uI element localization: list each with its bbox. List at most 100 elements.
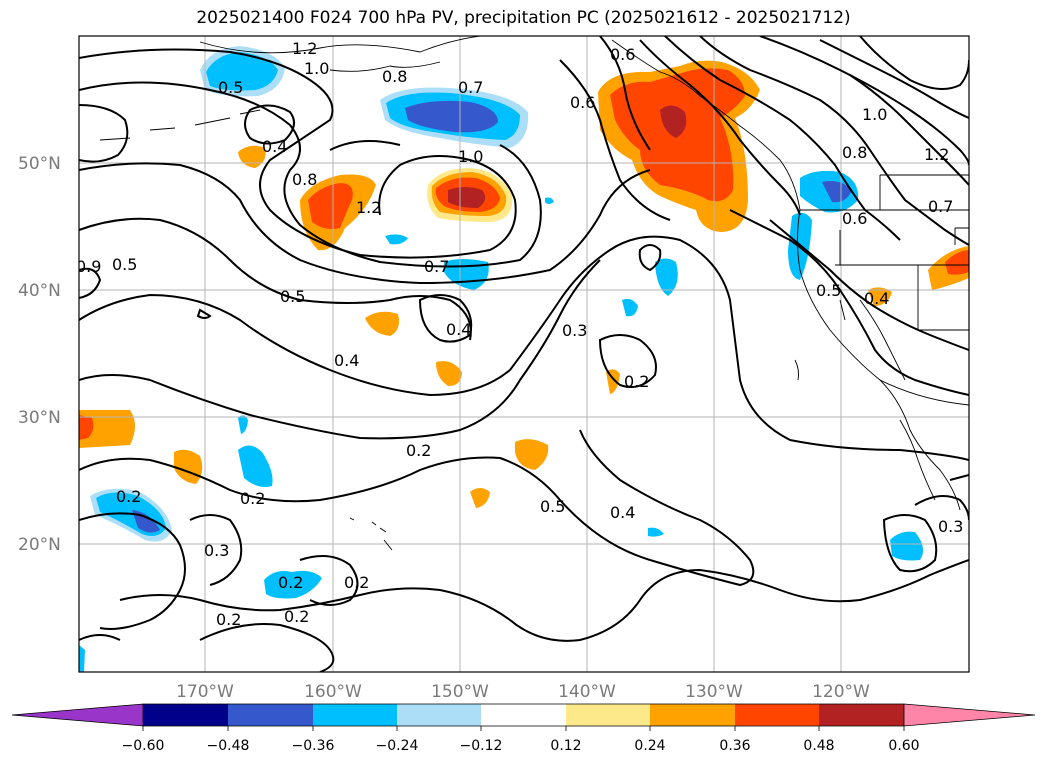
- colorbar-tick-label: 0.12: [550, 738, 581, 754]
- contour-label: 1.2: [292, 39, 317, 58]
- colorbar-tick-labels: −0.60 −0.48 −0.36 −0.24 −0.12 0.12 0.24 …: [122, 738, 920, 754]
- contour-label: 0.2: [116, 487, 141, 506]
- colorbar-extend-max: [903, 703, 1036, 727]
- contour-label: 0.5: [540, 497, 565, 516]
- precip-negative-blob: [264, 570, 322, 599]
- colorbar: −0.60 −0.48 −0.36 −0.24 −0.12 0.12 0.24 …: [11, 703, 1036, 754]
- contour-label: 0.8: [382, 67, 407, 86]
- contour-label: 0.2: [624, 372, 649, 391]
- lon-label: 140°W: [558, 682, 616, 702]
- precip-negative-blob: [648, 527, 664, 537]
- precip-negative-blob: [206, 52, 278, 91]
- map-frame: [78, 35, 970, 673]
- contour-label: 0.7: [928, 197, 953, 216]
- precip-max-blob: [660, 105, 687, 138]
- precip-negative-blob: [822, 181, 852, 203]
- precip-negative-blob: [622, 298, 638, 317]
- lon-label: 130°W: [685, 682, 743, 702]
- precip-negative-blob: [238, 445, 273, 487]
- contour-label: 0.2: [344, 573, 369, 592]
- colorbar-swatch: [313, 704, 397, 726]
- contour-label: 0.3: [562, 321, 587, 340]
- graticule: [79, 36, 969, 672]
- contour-label: 0.9: [76, 257, 101, 276]
- colorbar-swatch: [228, 704, 313, 726]
- contour-label: 0.5: [816, 281, 841, 300]
- precip-negative-blob: [238, 415, 248, 434]
- colorbar-ticks: [142, 726, 905, 731]
- lat-label: 30°N: [18, 408, 61, 428]
- lat-label: 50°N: [18, 154, 61, 174]
- precip-positive-blob: [174, 449, 203, 484]
- contour-label: 0.2: [240, 489, 265, 508]
- map-panel: 1.2 1.0 0.8 0.5 0.7 0.6 0.4 0.8 1.0 1.2 …: [76, 36, 969, 672]
- precip-positive-blob: [436, 361, 462, 386]
- colorbar-tick-label: 0.60: [888, 738, 919, 754]
- precip-shading: [79, 46, 969, 672]
- contour-label: 0.8: [292, 170, 317, 189]
- colorbar-tick-label: −0.12: [460, 738, 503, 754]
- precip-negative-blob: [444, 259, 489, 290]
- colorbar-tick-label: 0.48: [803, 738, 834, 754]
- contour-label: 1.2: [924, 145, 949, 164]
- contour-label: 0.4: [864, 289, 889, 308]
- contour-label: 0.5: [112, 255, 137, 274]
- lat-label: 20°N: [18, 535, 61, 555]
- colorbar-tick-label: −0.36: [292, 738, 335, 754]
- precip-strong-blob: [308, 183, 353, 230]
- lon-label: 120°W: [812, 682, 870, 702]
- contour-label: 0.2: [278, 573, 303, 592]
- contour-label: 0.6: [610, 45, 635, 64]
- contour-label: 0.4: [610, 503, 635, 522]
- precip-negative-blob: [79, 645, 85, 672]
- precip-positive-blob: [868, 287, 892, 306]
- colorbar-extend-min: [11, 703, 144, 727]
- contour-labels: 1.2 1.0 0.8 0.5 0.7 0.6 0.4 0.8 1.0 1.2 …: [76, 39, 963, 629]
- contour-label: 1.0: [862, 105, 887, 124]
- lon-label: 150°W: [431, 682, 489, 702]
- precip-positive-blob: [470, 488, 490, 508]
- lat-label: 40°N: [18, 281, 61, 301]
- precip-strong-blob: [79, 415, 94, 440]
- contour-label: 0.4: [446, 320, 471, 339]
- colorbar-swatch: [143, 704, 228, 726]
- contour-label: 0.2: [216, 610, 241, 629]
- colorbar-swatch: [397, 704, 481, 726]
- precip-positive-blob: [79, 410, 135, 448]
- contour-label: 1.0: [458, 147, 483, 166]
- precip-strong-blob: [945, 250, 969, 275]
- lon-label: 160°W: [304, 682, 362, 702]
- longitude-labels: 170°W 160°W 150°W 140°W 130°W 120°W: [176, 682, 870, 702]
- precip-positive-blob: [365, 311, 399, 336]
- lon-label: 170°W: [176, 682, 234, 702]
- precip-max-blob: [448, 187, 486, 208]
- contour-label: 1.0: [304, 59, 329, 78]
- contour-label: 0.3: [938, 517, 963, 536]
- precip-negative-blob: [655, 258, 678, 296]
- precip-negative-blob: [545, 197, 554, 204]
- precip-negative-blob: [385, 234, 408, 245]
- contour-label: 0.7: [458, 78, 483, 97]
- precip-negative-blob: [405, 100, 498, 133]
- colorbar-tick-label: 0.24: [634, 738, 665, 754]
- contour-label: 0.7: [424, 257, 449, 276]
- coastlines: [99, 36, 961, 551]
- colorbar-swatch: [735, 704, 819, 726]
- colorbar-tick-label: 0.36: [719, 738, 750, 754]
- colorbar-swatch: [819, 704, 904, 726]
- colorbar-tick-label: −0.24: [376, 738, 419, 754]
- contour-label: 0.5: [280, 287, 305, 306]
- precip-positive-blob: [238, 145, 266, 168]
- latitude-labels: 50°N 40°N 30°N 20°N: [18, 154, 61, 555]
- contour-label: 0.5: [218, 78, 243, 97]
- precip-positive-blob: [515, 439, 549, 470]
- precip-negative-blob: [890, 531, 924, 561]
- contour-label: 0.2: [406, 441, 431, 460]
- colorbar-swatch: [566, 704, 650, 726]
- contour-label: 0.8: [842, 143, 867, 162]
- map-title: 2025021400 F024 700 hPa PV, precipitatio…: [196, 8, 851, 28]
- contour-label: 0.6: [570, 93, 595, 112]
- contour-label: 0.4: [262, 137, 287, 156]
- contour-label: 1.2: [356, 198, 381, 217]
- colorbar-tick-label: −0.60: [122, 738, 165, 754]
